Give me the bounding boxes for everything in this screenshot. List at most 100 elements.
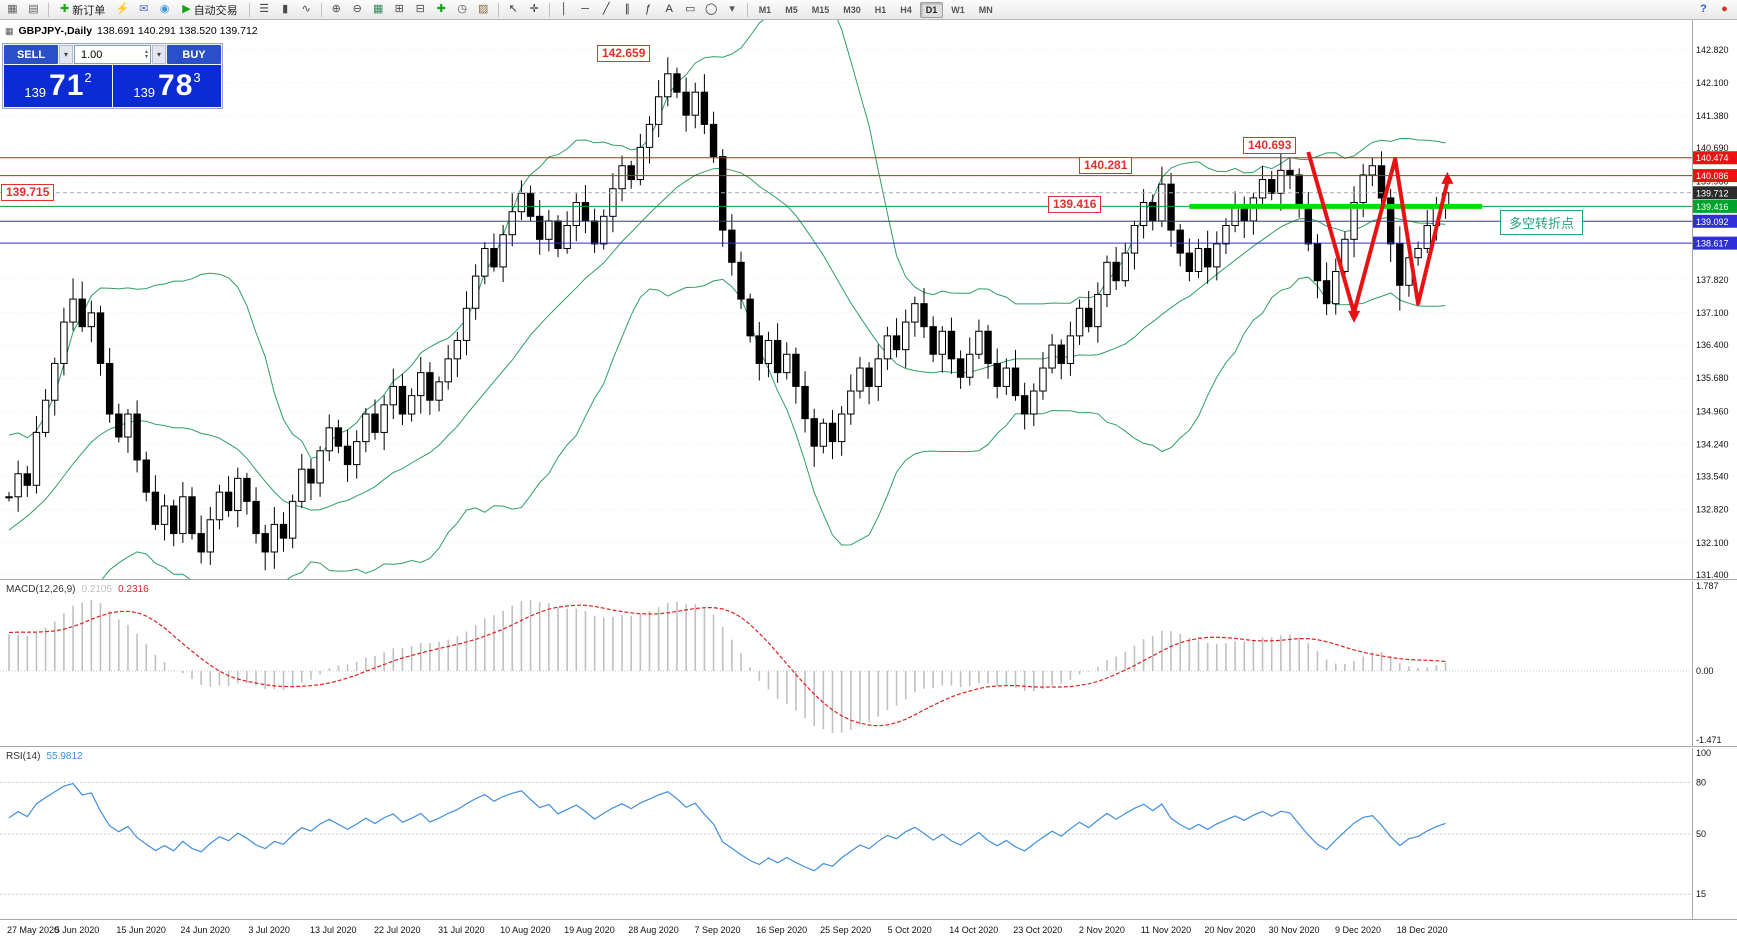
horizontal-line-icon[interactable]: ─	[576, 1, 595, 18]
price-label-box[interactable]: 140.281	[1079, 157, 1133, 174]
price-tag-label: 138.617	[1696, 239, 1729, 249]
candle	[1039, 351, 1047, 400]
timeframe-mn-button[interactable]: MN	[978, 4, 993, 15]
text-icon[interactable]: A	[660, 1, 679, 18]
candle	[151, 475, 160, 531]
timeframe-m1-button[interactable]: M1	[758, 4, 772, 15]
timeframe-h1-button[interactable]: H1	[874, 4, 887, 15]
rsi-axis-label: 50	[1696, 829, 1706, 839]
date-axis[interactable]: 27 May 2020 5 Jun 2020 15 Jun 2020 24 Jun 2…	[0, 921, 1737, 942]
candle	[746, 293, 754, 343]
candle	[215, 484, 224, 530]
date-label: 16 Sep 2020	[756, 925, 808, 935]
cascade-icon[interactable]: ⊟	[411, 1, 430, 18]
candle	[142, 451, 150, 502]
candle	[837, 406, 846, 456]
indicators-icon[interactable]: ✚	[432, 1, 451, 18]
candle	[801, 371, 809, 433]
zoom-out-icon[interactable]: ⊖	[348, 1, 367, 18]
bar-chart-icon[interactable]: ☰	[255, 1, 274, 18]
tile-windows-icon[interactable]: ⊞	[390, 1, 409, 18]
spin-down-icon[interactable]: ▾	[144, 53, 148, 60]
candle	[453, 331, 462, 378]
timeframe-m15-button[interactable]: M15	[811, 4, 830, 15]
horizontal-line-icon: ─	[581, 3, 590, 15]
fibonacci-icon: ƒ	[645, 3, 652, 15]
timeframe-m30-button[interactable]: M30	[843, 4, 861, 15]
sell-button[interactable]: SELL	[4, 45, 58, 64]
date-label: 14 Oct 2020	[949, 925, 999, 935]
notification-icon[interactable]: ●	[1715, 1, 1734, 18]
candle	[362, 408, 370, 453]
rsi-panel[interactable]: 100 80 50 15 RSI(14) 55.9812	[0, 748, 1737, 920]
new-order-button[interactable]: ✚ 新订单	[54, 1, 111, 18]
price-label-box[interactable]: 140.693	[1243, 137, 1297, 154]
label-icon[interactable]: ▭	[681, 1, 700, 18]
price-label-box[interactable]: 139.715	[1, 184, 55, 201]
channel-icon[interactable]: ∥	[618, 1, 637, 18]
crosshair-icon[interactable]: ✛	[525, 1, 544, 18]
shapes-dropdown-icon[interactable]: ▾	[723, 1, 742, 18]
shapes-icon[interactable]: ◯	[702, 1, 721, 18]
rsi-chart[interactable]: 100 80 50 15	[0, 748, 1737, 920]
candle	[654, 80, 663, 138]
autotrading-icon: ▶	[182, 3, 191, 15]
macd-panel[interactable]: 1.787 0.00 -1.471 MACD(12,26,9) 0.2105 0.2…	[0, 581, 1737, 747]
date-label: 2 Nov 2020	[1078, 925, 1125, 935]
candlestick-chart[interactable]: 142.820142.100141.380140.690139.960137.8…	[0, 20, 1737, 580]
buy-price-panel[interactable]: 139 78 3	[113, 65, 221, 107]
cursor-icon[interactable]: ↖	[504, 1, 523, 18]
candle	[87, 300, 96, 343]
toolbar-separator	[320, 2, 322, 17]
candle	[1103, 255, 1111, 308]
autotrading-button[interactable]: ▶ 自动交易	[176, 1, 243, 18]
tile-windows-icon: ⊞	[394, 3, 404, 15]
label-icon: ▭	[684, 3, 696, 15]
candle	[892, 318, 901, 358]
sell-price-panel[interactable]: 139 71 2	[4, 65, 112, 107]
timeframe-m5-button[interactable]: M5	[785, 4, 798, 15]
market-icon[interactable]: ◉	[155, 1, 174, 18]
bid-prefix: 139	[24, 85, 47, 100]
price-label-box[interactable]: 142.659	[597, 45, 651, 62]
candle	[1414, 241, 1422, 266]
fibonacci-icon[interactable]: ƒ	[639, 1, 658, 18]
experts-icon[interactable]: ⚡	[113, 1, 132, 18]
buy-dropdown-icon[interactable]: ▾	[152, 45, 166, 64]
vertical-line-icon[interactable]: │	[555, 1, 574, 18]
price-label-box[interactable]: 139.416	[1048, 196, 1102, 213]
spin-up-icon[interactable]: ▴	[144, 48, 148, 55]
timeframe-w1-button[interactable]: W1	[951, 4, 965, 15]
price-tag	[1693, 199, 1737, 213]
candle	[371, 399, 379, 440]
turning-point-label[interactable]: 多空转折点	[1500, 210, 1584, 235]
price-axis-label: 140.690	[1696, 143, 1729, 153]
new-chart-icon[interactable]: ▦	[3, 1, 22, 18]
help-icon[interactable]: ?	[1694, 1, 1713, 18]
rsi-label: RSI(14)	[6, 751, 41, 762]
profiles-icon[interactable]: ▤	[24, 1, 43, 18]
candlestick-icon[interactable]: ▮	[276, 1, 295, 18]
volume-field[interactable]: 1.00 ▴ ▾	[74, 45, 151, 64]
buy-button[interactable]: BUY	[167, 45, 221, 64]
period-icon[interactable]: ◷	[453, 1, 472, 18]
trendline-icon[interactable]: ╱	[597, 1, 616, 18]
mail-icon[interactable]: ✉	[134, 1, 153, 18]
rsi-axis-label: 100	[1696, 748, 1711, 758]
grid-icon[interactable]: ▦	[369, 1, 388, 18]
sell-dropdown-icon[interactable]: ▾	[59, 45, 73, 64]
candle	[1386, 188, 1395, 263]
new-chart-icon: ▦	[7, 3, 18, 15]
line-chart-icon[interactable]: ∿	[297, 1, 316, 18]
zigzag-arrow[interactable]	[1306, 151, 1450, 315]
cursor-icon: ↖	[508, 3, 518, 15]
candle	[5, 492, 13, 502]
main-chart-panel[interactable]: 142.820142.100141.380140.690139.960137.8…	[0, 20, 1737, 580]
zoom-in-icon[interactable]: ⊕	[327, 1, 346, 18]
timeframe-d1-button[interactable]: D1	[919, 1, 944, 18]
template-icon[interactable]: ▨	[474, 1, 493, 18]
timeframe-h4-button[interactable]: H4	[900, 4, 912, 15]
candle	[1203, 230, 1212, 284]
volume-spinner[interactable]: ▴ ▾	[144, 48, 148, 60]
macd-chart[interactable]: 1.787 0.00 -1.471	[0, 581, 1737, 747]
